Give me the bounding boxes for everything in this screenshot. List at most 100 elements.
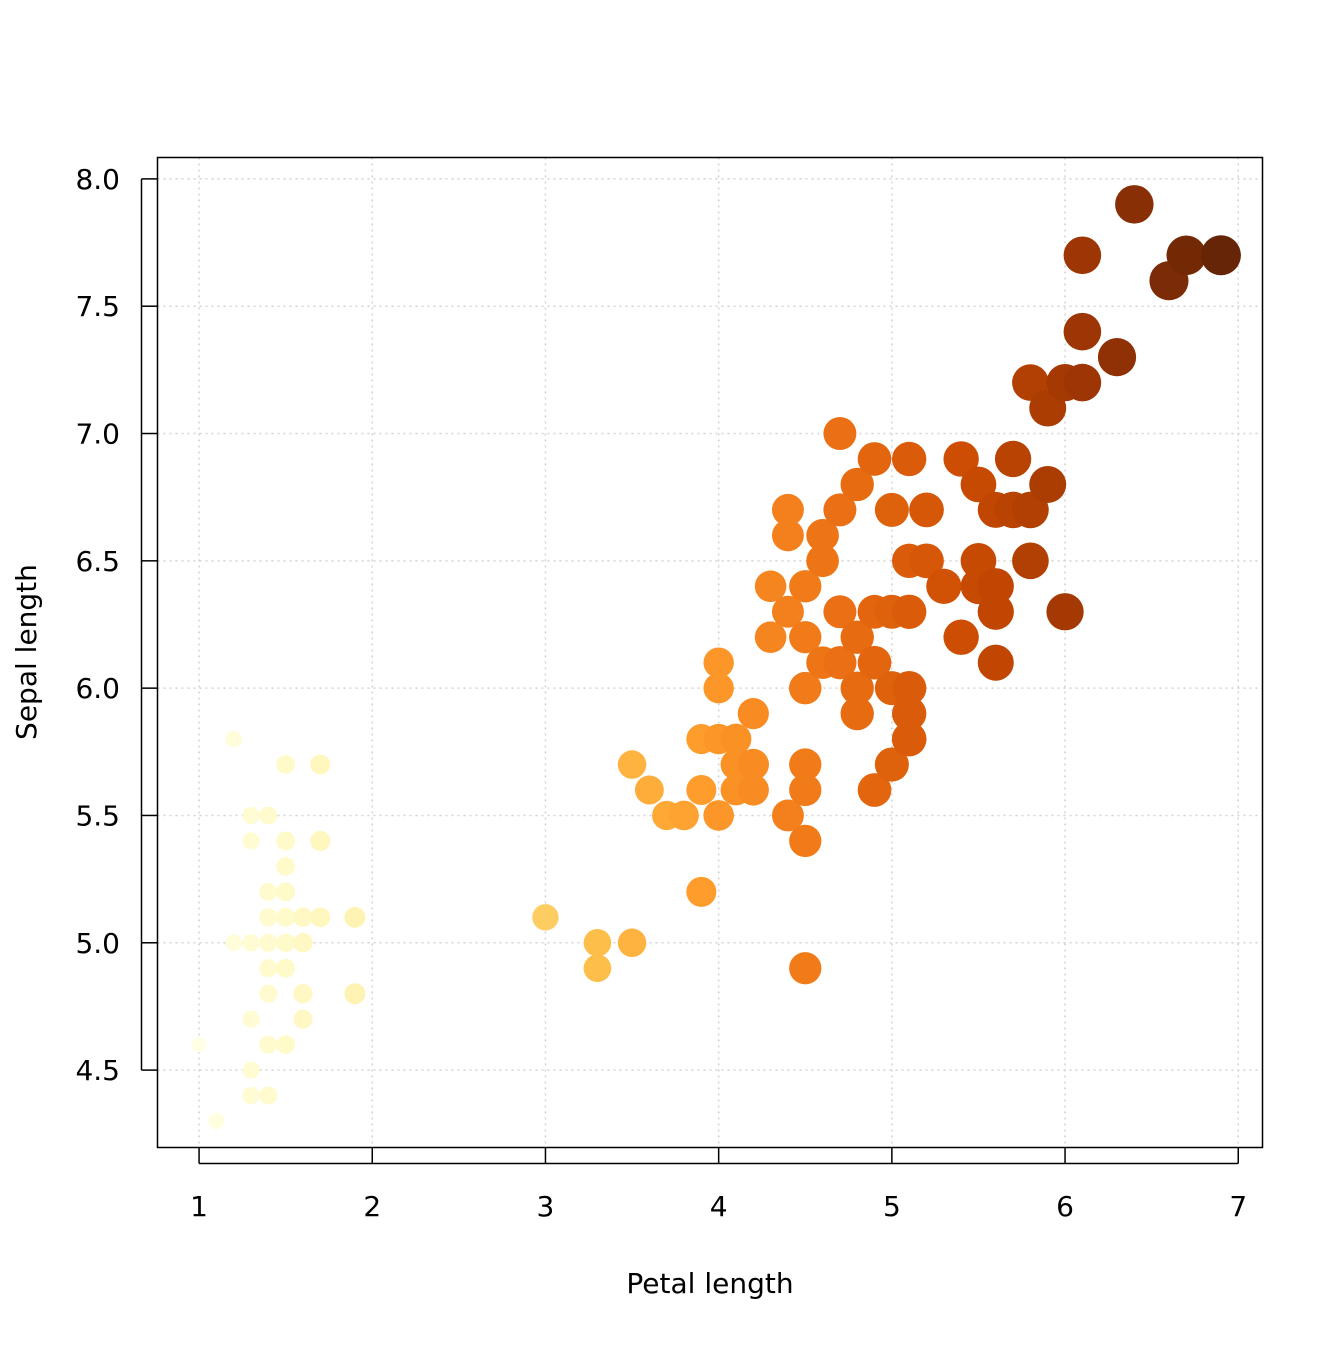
x-tick-label: 7 [1229,1190,1247,1223]
data-point [823,595,857,629]
data-point [310,754,331,775]
data-point [617,750,647,779]
data-point [789,824,822,858]
data-point [789,773,822,807]
data-point [823,417,857,451]
data-point [1029,465,1067,503]
points [191,185,1241,1130]
data-point [276,755,295,774]
x-tick-label: 2 [363,1190,381,1223]
y-axis-label: Sepal length [10,564,43,740]
data-point [754,621,787,654]
data-point [771,799,804,832]
data-point [686,774,717,806]
data-point [840,620,874,654]
data-point [840,696,874,731]
y-tick-label: 8.0 [75,163,120,196]
data-point [943,441,979,477]
data-point [977,568,1014,605]
data-point [242,1061,260,1079]
data-point [891,721,927,757]
x-tick-label: 6 [1056,1190,1074,1223]
data-point [276,831,295,851]
data-point [703,672,734,704]
y-tick-label: 5.0 [75,927,120,960]
data-point [771,595,804,628]
data-point [259,1086,278,1105]
data-point [789,621,822,654]
data-point [994,440,1032,478]
data-point [1063,236,1102,275]
data-point [293,933,313,953]
data-point [891,696,927,731]
x-tick-label: 4 [710,1190,728,1223]
data-point [276,933,295,953]
data-point [977,644,1014,681]
data-point [909,543,944,579]
data-point [1063,312,1102,351]
data-point [857,773,892,807]
data-point [789,671,822,705]
data-point [310,830,331,851]
data-point [857,645,892,680]
data-point [703,647,734,678]
data-point [874,492,909,527]
data-point [1166,235,1207,275]
data-point [583,928,612,957]
data-point [857,442,892,476]
data-point [737,774,769,806]
data-point [1063,363,1102,402]
x-axis: 1 2 3 4 5 6 7 [190,1147,1247,1223]
data-point [259,908,278,927]
data-point [960,466,997,503]
data-point [276,857,295,876]
data-point [926,568,962,604]
y-tick-label: 7.5 [75,290,120,323]
data-point [1046,593,1084,631]
data-point [259,984,278,1003]
data-point [669,800,699,831]
data-point [789,952,822,985]
data-point [344,983,366,1005]
data-point [891,670,927,706]
data-point [737,698,769,730]
data-point [1115,185,1154,224]
data-point [771,493,804,526]
data-point [276,958,295,978]
data-point [789,570,822,603]
data-point [686,876,717,907]
y-axis: 4.5 5.0 5.5 6.0 6.5 7.0 7.5 8.0 [75,163,158,1087]
data-point [259,933,278,952]
data-point [634,775,664,805]
data-point [583,954,612,983]
data-point [960,542,997,579]
y-tick-label: 6.0 [75,672,120,705]
data-point [840,467,874,502]
data-point [242,806,260,825]
data-point [293,984,313,1004]
data-point [293,907,313,927]
y-tick-label: 5.5 [75,799,120,832]
data-point [840,671,874,705]
data-point [1097,338,1137,377]
data-point [823,646,857,680]
data-point [874,747,909,782]
data-point [276,1035,295,1054]
y-tick-label: 6.5 [75,545,120,578]
data-point [242,832,260,850]
data-point [720,723,752,755]
data-point [191,1037,207,1053]
data-point [806,519,839,552]
x-tick-label: 5 [883,1190,901,1223]
data-point [532,904,559,931]
data-point [259,806,278,825]
data-point [823,493,857,527]
data-point [242,1086,260,1105]
data-point [276,882,295,902]
data-point [259,1035,278,1054]
data-point [259,959,278,978]
data-point [310,907,331,928]
data-point [891,594,927,629]
plot-frame [156,156,1264,1149]
